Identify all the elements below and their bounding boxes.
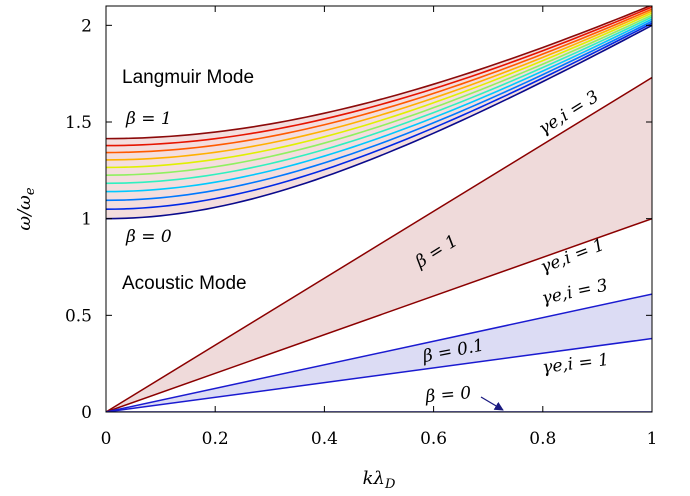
beta0-label: β = 0 xyxy=(424,383,472,407)
gamma3-lower-label: γe,i = 3 xyxy=(540,275,610,308)
x-tick-label: 0.4 xyxy=(311,429,338,449)
x-tick-label: 0.8 xyxy=(529,429,556,449)
y-tick-label: 0 xyxy=(81,403,92,423)
langmuir-beta-max-label: β = 1 xyxy=(125,109,172,129)
langmuir-beta-min-label: β = 0 xyxy=(125,227,172,247)
x-tick-label: 0.2 xyxy=(202,429,229,449)
gamma1-lower-label: γe,i = 1 xyxy=(541,350,610,378)
x-tick-label: 1 xyxy=(647,429,658,449)
y-tick-label: 0.5 xyxy=(65,306,92,326)
y-tick-label: 1 xyxy=(81,210,92,230)
y-axis-label: ω/ωe xyxy=(14,187,38,230)
x-axis-label: kλD xyxy=(363,468,396,492)
y-tick-label: 2 xyxy=(81,16,92,36)
langmuir-mode-label: Langmuir Mode xyxy=(122,67,254,88)
x-tick-label: 0.6 xyxy=(420,429,447,449)
acoustic-mode-label: Acoustic Mode xyxy=(122,273,247,294)
x-tick-label: 0 xyxy=(101,429,112,449)
y-tick-label: 1.5 xyxy=(65,113,92,133)
beta0-arrow xyxy=(481,397,503,410)
